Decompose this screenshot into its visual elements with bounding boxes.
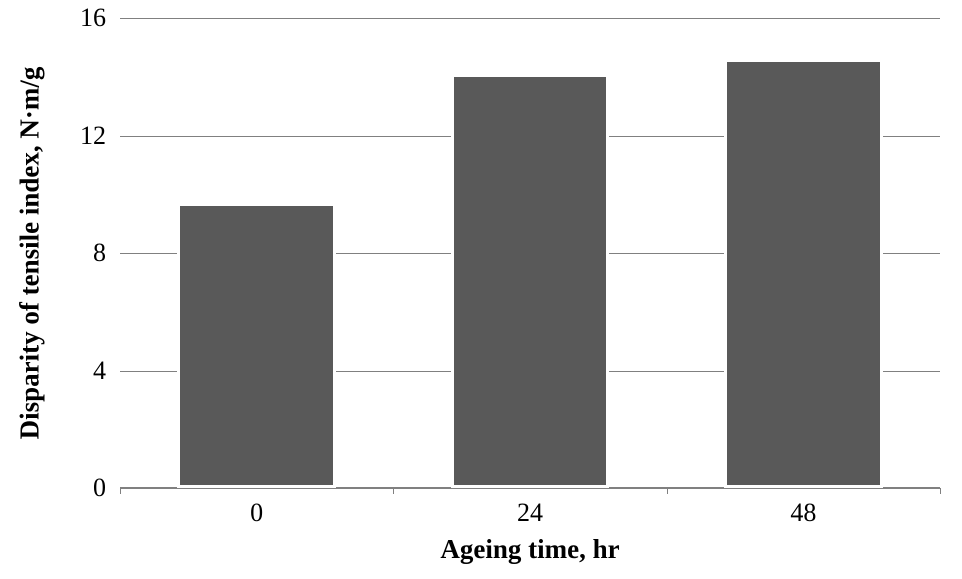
y-tick-label: 12 — [66, 121, 106, 151]
y-axis-title: Disparity of tensile index, N·m/g — [15, 67, 46, 440]
gridline — [120, 18, 940, 19]
x-tick-mark — [667, 488, 668, 494]
x-tick-mark — [940, 488, 941, 494]
bar — [724, 59, 883, 488]
y-tick-label: 4 — [66, 356, 106, 386]
tensile-disparity-bar-chart: 048121602448 Disparity of tensile index,… — [0, 0, 962, 579]
x-tick-mark — [393, 488, 394, 494]
x-tick-mark — [120, 488, 121, 494]
y-tick-label: 0 — [66, 473, 106, 503]
x-tick-label: 0 — [250, 498, 263, 528]
plot-area: 048121602448 — [120, 18, 940, 488]
bar — [177, 203, 336, 488]
x-axis-title: Ageing time, hr — [440, 534, 619, 565]
y-tick-label: 16 — [66, 3, 106, 33]
x-tick-label: 48 — [790, 498, 816, 528]
gridline — [120, 488, 940, 489]
y-tick-label: 8 — [66, 238, 106, 268]
bar — [451, 74, 610, 488]
x-tick-label: 24 — [517, 498, 543, 528]
